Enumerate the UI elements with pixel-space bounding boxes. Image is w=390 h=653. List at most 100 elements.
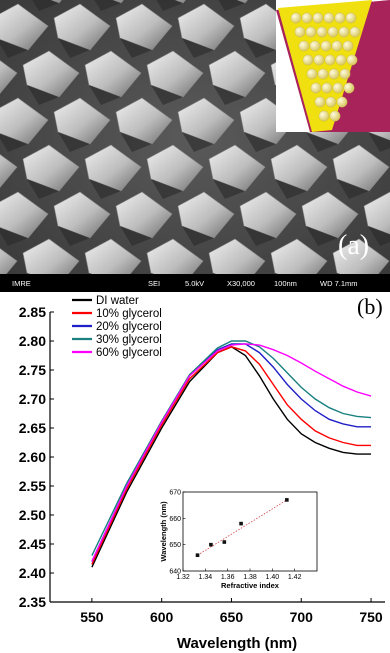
nanopillar bbox=[112, 0, 124, 4]
sphere bbox=[306, 68, 318, 80]
pillar-shadow bbox=[58, 132, 90, 152]
pillar-shadow bbox=[89, 179, 121, 199]
y-tick-label: 2.35 bbox=[19, 594, 46, 610]
inset-frame bbox=[182, 491, 318, 572]
sem-detector: SEI bbox=[148, 279, 161, 288]
x-axis-label: Wavelength (nm) bbox=[177, 635, 297, 652]
pillar-shadow bbox=[182, 132, 214, 152]
inset-y-axis-label: Wavelength (nm) bbox=[159, 501, 168, 562]
inset-data-point bbox=[209, 542, 213, 547]
sphere bbox=[331, 40, 343, 52]
y-tick-label: 2.40 bbox=[19, 565, 46, 581]
sphere bbox=[327, 26, 339, 38]
series-line-10-glycerol bbox=[91, 346, 371, 565]
sphere bbox=[345, 12, 357, 24]
sem-scale: 100nm bbox=[274, 279, 297, 288]
nanopillar bbox=[174, 0, 186, 4]
sphere bbox=[309, 40, 321, 52]
inset-x-tick-label: 1.38 bbox=[243, 574, 257, 581]
pillar-shadow bbox=[58, 38, 90, 58]
y-tick-label: 2.60 bbox=[19, 449, 46, 465]
y-tick-label: 2.50 bbox=[19, 507, 46, 523]
sphere bbox=[290, 12, 302, 24]
pillar-shadow bbox=[337, 273, 340, 274]
inset-data-point bbox=[285, 498, 289, 502]
sphere bbox=[301, 12, 313, 24]
x-tick-label: 600 bbox=[150, 609, 174, 625]
sphere bbox=[329, 110, 341, 122]
nanopillar bbox=[332, 238, 390, 274]
y-tick-label: 2.75 bbox=[19, 362, 46, 378]
nanopillar bbox=[0, 154, 18, 188]
sphere bbox=[318, 110, 330, 122]
sphere bbox=[312, 12, 324, 24]
pillar-shadow bbox=[244, 226, 276, 246]
pillar-shadow bbox=[58, 226, 90, 246]
nanopillar bbox=[0, 248, 18, 274]
panel-label-a: (a) bbox=[338, 230, 370, 261]
sphere bbox=[317, 68, 329, 80]
pillar-shadow bbox=[156, 0, 183, 11]
pillar-shadow bbox=[27, 85, 59, 105]
sem-institution: IMRE bbox=[12, 279, 31, 288]
inset-data-point bbox=[195, 553, 200, 557]
inset-x-tick-label: 1.40 bbox=[266, 574, 280, 581]
pillar-shadow bbox=[244, 38, 276, 58]
y-tick-label: 2.80 bbox=[19, 333, 46, 349]
sphere bbox=[328, 68, 340, 80]
inset-plot: 1.32 1.34 1.36 1.38 1.40 1.42 640 650 660 670 Refr… bbox=[159, 490, 318, 590]
sphere bbox=[321, 82, 333, 94]
sphere bbox=[320, 40, 332, 52]
sphere bbox=[305, 26, 317, 38]
pillar-shadow bbox=[94, 0, 121, 11]
pillar-shadow bbox=[151, 273, 154, 274]
nanopillar bbox=[0, 60, 18, 94]
inset-y-tick-label: 650 bbox=[169, 542, 181, 549]
y-tick-label: 2.70 bbox=[19, 391, 46, 407]
inset-x-tick-label: 1.36 bbox=[221, 574, 235, 581]
inset-x-tick-label: 1.32 bbox=[176, 574, 190, 581]
sphere bbox=[325, 96, 337, 108]
y-tick-label: 2.85 bbox=[19, 304, 46, 320]
pillar-shadow bbox=[89, 85, 121, 105]
nanopillar bbox=[146, 238, 204, 274]
sphere bbox=[298, 40, 310, 52]
pillar-shadow bbox=[151, 85, 183, 105]
sphere bbox=[339, 68, 351, 80]
sphere bbox=[346, 54, 358, 66]
main-plot-axes: 2.35 2.40 2.45 2.50 2.55 2.60 2.65 2.70 2.75 2.80… bbox=[19, 304, 385, 625]
sphere bbox=[316, 26, 328, 38]
sphere bbox=[324, 54, 336, 66]
pillar-shadow bbox=[182, 226, 214, 246]
sphere bbox=[334, 12, 346, 24]
series-lines bbox=[91, 340, 372, 568]
pillar-shadow bbox=[275, 273, 278, 274]
pillar-shadow bbox=[32, 0, 59, 11]
inset-x-tick-label: 1.34 bbox=[199, 574, 213, 581]
spectra-chart: 2.35 2.40 2.45 2.50 2.55 2.60 2.65 2.70 2.75 2.80… bbox=[19, 294, 385, 652]
pillar-shadow bbox=[213, 85, 245, 105]
pillar-shadow bbox=[368, 226, 390, 246]
series-line-60-glycerol bbox=[91, 343, 372, 562]
inset-y-tick-label: 640 bbox=[169, 569, 181, 576]
nanopillar bbox=[208, 238, 266, 274]
y-tick-label: 2.65 bbox=[19, 420, 46, 436]
nanopillar bbox=[236, 0, 248, 4]
pillar-shadow bbox=[368, 132, 390, 152]
inset-schematic bbox=[276, 0, 390, 132]
legend-label: 30% glycerol bbox=[96, 334, 162, 346]
sphere bbox=[310, 82, 322, 94]
sem-micrograph bbox=[0, 0, 390, 274]
pillar-shadow bbox=[275, 179, 307, 199]
nanopillar bbox=[84, 238, 142, 274]
sphere bbox=[313, 54, 325, 66]
x-tick-label: 650 bbox=[220, 609, 244, 625]
x-tick-label: 700 bbox=[290, 609, 314, 625]
sem-image-panel: IMRE SEI 5.0kV X30,000 100nm WD 7.1mm (a… bbox=[0, 0, 390, 292]
pillar-shadow bbox=[27, 179, 59, 199]
pillar-shadow bbox=[244, 132, 276, 152]
inset-x-axis-label: Refractive index bbox=[221, 581, 280, 590]
legend-label: 10% glycerol bbox=[96, 308, 162, 320]
sem-voltage: 5.0kV bbox=[185, 279, 205, 288]
